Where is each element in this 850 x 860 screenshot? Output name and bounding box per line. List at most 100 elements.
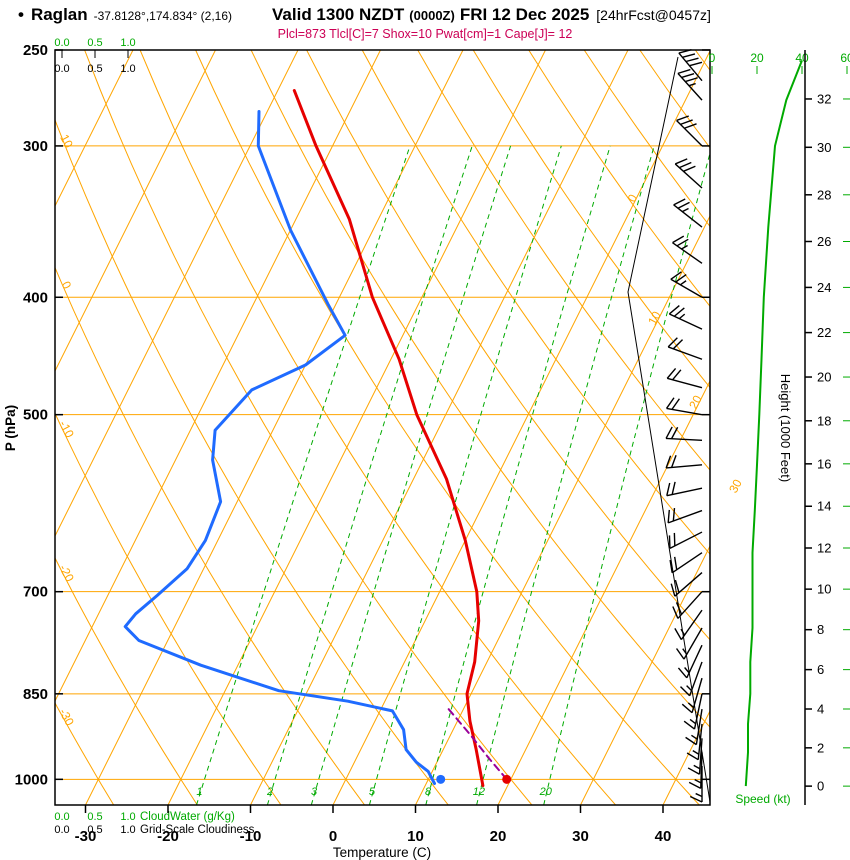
wind-barb-staff (678, 52, 703, 82)
mixing-ratio-line (196, 145, 411, 805)
dry-adiabat-line (583, 50, 710, 228)
wind-barbs (665, 49, 703, 803)
wind-barb-feather (673, 556, 678, 570)
wind-barb-feather (667, 337, 678, 348)
wind-barb-feather (689, 795, 703, 803)
wind-barb-feather (681, 703, 693, 714)
isotherm-line (55, 50, 216, 373)
height-tick-label: 22 (817, 325, 831, 340)
wind-barb-feather (677, 68, 691, 75)
height-tick-label: 24 (817, 280, 831, 295)
mixing-ratio-label: 5 (369, 786, 376, 798)
pressure-tick-label: 250 (23, 42, 48, 59)
height-tick-label: 30 (817, 140, 831, 155)
wind-barb-feather (676, 238, 689, 247)
mixing-ratio-label: 8 (425, 786, 432, 798)
wind-barb-half-feather (689, 718, 697, 725)
speed-tick-label: 60 (840, 51, 850, 65)
height-tick-label: 32 (817, 91, 831, 106)
mixing-ratio-line (310, 145, 512, 805)
wind-barb-half-feather (691, 734, 698, 740)
isotherm-label: 20 (686, 393, 705, 412)
isotherm-line (55, 50, 299, 538)
wind-speed-curve (744, 60, 803, 787)
pressure-tick-label: 850 (23, 686, 48, 703)
wind-barb-feather (680, 119, 693, 126)
dry-adiabat-line (195, 50, 700, 805)
wind-barb-feather (685, 57, 699, 63)
height-tick-label: 20 (817, 370, 831, 385)
isotherm-line (497, 379, 710, 805)
forecast-info: [24hrFcst@0457z] (596, 7, 711, 23)
surface-dewpoint-dot (436, 774, 446, 784)
height-tick-label: 14 (817, 499, 831, 514)
wind-barb-feather (675, 648, 685, 660)
cloudwater-scale-label: 1.0 (120, 37, 135, 49)
wind-barb-half-feather (688, 82, 696, 87)
wind-barb-half-feather (692, 750, 700, 755)
pressure-tick-label: 500 (23, 407, 48, 424)
height-axis-title: Height (1000 Feet) (778, 374, 793, 482)
wind-barb-feather (675, 602, 683, 615)
speed-tick-label: 0 (709, 51, 716, 65)
wind-barb-half-feather (679, 280, 687, 286)
wind-barb-feather (678, 49, 692, 54)
wind-barb-feather (670, 426, 679, 440)
valid-date: FRI 12 Dec 2025 (459, 5, 590, 24)
surface-temperature-dot (502, 774, 512, 784)
wind-barb-staff (674, 572, 703, 597)
dry-adiabat-label: -30 (56, 706, 77, 728)
wind-barb-feather (685, 736, 697, 746)
pressure-tick-label: 700 (23, 584, 48, 601)
speed-tick-label: 20 (750, 51, 764, 65)
wind-barb-feather (668, 305, 680, 315)
wind-barb-staff (671, 552, 703, 574)
wind-barb-feather (687, 767, 700, 775)
cloudiness-scale-label: 0.0 (54, 824, 69, 836)
plot-border (54, 49, 711, 806)
wind-barb-feather (677, 201, 690, 209)
wind-barb-feather (679, 686, 691, 697)
chart-title: • Raglan -37.8128°,174.834° (2,16) Valid… (0, 5, 850, 25)
wind-barb-feather (672, 606, 679, 619)
cloudiness-axis-title: Grid-Scale Cloudiness (140, 824, 255, 836)
wind-barb-feather (672, 235, 685, 244)
dry-adiabat-line (139, 50, 616, 805)
cloudiness-scale-label: 1.0 (120, 824, 135, 836)
wind-barb-staff (667, 377, 703, 389)
cloudiness-profile-line (627, 56, 711, 803)
isotherm-line (415, 214, 710, 805)
cloudwater-scale-label: 1.0 (120, 811, 135, 823)
wind-barb-feather (670, 583, 676, 597)
wind-barb-staff (666, 437, 703, 442)
wind-barb-half-feather (682, 648, 688, 655)
wind-barb-feather (674, 628, 682, 640)
temperature-axis-title: Temperature (C) (333, 845, 431, 860)
wind-barb-feather (672, 369, 682, 381)
temperature-tick-label: 20 (490, 828, 507, 845)
mixing-ratio-line (543, 151, 710, 805)
wind-barb-feather (673, 307, 685, 317)
wind-barb-feather (665, 397, 675, 409)
wind-barb-feather (683, 165, 696, 172)
temperature-tick-label: -10 (240, 828, 262, 845)
wind-barb-feather (671, 398, 680, 410)
isotherm-line (167, 50, 546, 805)
wind-barb-half-feather (687, 702, 695, 708)
parcel-path (446, 706, 508, 781)
wind-barb-half-feather (684, 667, 690, 674)
wind-barb-feather (679, 161, 692, 169)
wind-barb-feather (681, 73, 695, 79)
skewt-grid (55, 50, 710, 805)
wind-barb-half-feather (694, 779, 702, 784)
wind-barb-staff (670, 278, 703, 298)
isotherm-line (250, 50, 629, 805)
wind-barb-feather (676, 115, 689, 122)
cloudiness-scale-label: 0.0 (54, 63, 69, 75)
pressure-axis-title: P (hPa) (3, 405, 18, 451)
dry-adiabat-line (55, 118, 449, 805)
height-tick-label: 26 (817, 234, 831, 249)
height-tick-label: 2 (817, 740, 824, 755)
isotherm-label: 0 (625, 192, 641, 205)
